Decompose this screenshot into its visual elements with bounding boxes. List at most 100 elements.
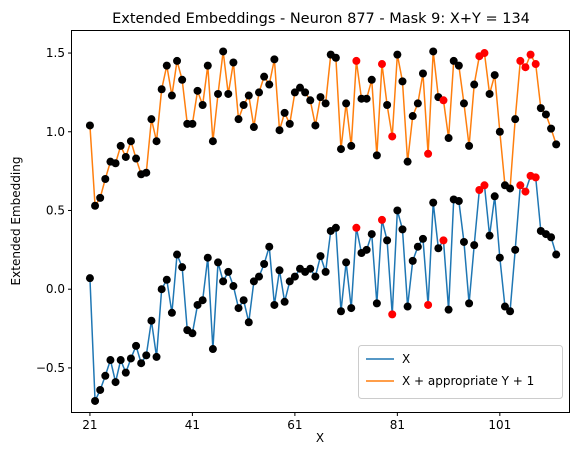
data-point xyxy=(500,302,509,311)
data-point xyxy=(234,304,243,313)
data-point xyxy=(147,115,156,124)
data-point xyxy=(377,215,386,224)
data-point xyxy=(352,223,361,232)
data-point xyxy=(362,94,371,103)
series-line-1 xyxy=(89,50,557,207)
data-point xyxy=(157,85,166,94)
data-point xyxy=(167,308,176,317)
data-point xyxy=(521,187,530,196)
y-tick-label: 0.0 xyxy=(46,282,65,296)
data-point xyxy=(459,99,468,108)
data-point xyxy=(552,140,561,149)
data-point xyxy=(531,173,540,182)
data-point xyxy=(424,300,433,309)
data-point xyxy=(106,356,115,365)
y-tick-label: 1.5 xyxy=(46,46,65,60)
data-point xyxy=(418,69,427,78)
data-point xyxy=(383,101,392,109)
data-point xyxy=(321,267,330,276)
data-point xyxy=(470,241,479,250)
data-point xyxy=(193,86,202,95)
data-point xyxy=(413,99,422,108)
data-point xyxy=(547,124,556,133)
data-point xyxy=(270,55,279,64)
data-point xyxy=(495,127,504,136)
data-point xyxy=(132,341,141,350)
data-point xyxy=(280,108,289,117)
data-point xyxy=(111,159,120,168)
x-axis-label: X xyxy=(316,431,324,445)
data-point xyxy=(336,307,345,316)
legend: X X + appropriate Y + 1 xyxy=(358,345,563,399)
data-point xyxy=(249,277,258,286)
data-point xyxy=(173,250,182,259)
data-point xyxy=(280,297,289,306)
data-point xyxy=(275,126,284,135)
data-point xyxy=(449,56,458,65)
data-point xyxy=(336,145,345,154)
data-point xyxy=(398,225,407,234)
data-point xyxy=(208,137,217,146)
data-point xyxy=(454,61,463,70)
data-point xyxy=(290,88,299,97)
data-point xyxy=(152,137,161,146)
data-point xyxy=(91,396,100,405)
data-point xyxy=(219,277,228,286)
data-point xyxy=(229,58,238,67)
data-point xyxy=(137,359,146,368)
data-point xyxy=(552,250,561,259)
data-point xyxy=(393,50,402,59)
data-point xyxy=(270,300,279,309)
data-point xyxy=(285,277,294,286)
data-point xyxy=(465,299,474,308)
data-point xyxy=(459,237,468,246)
data-point xyxy=(173,56,182,65)
data-point xyxy=(147,316,156,325)
data-point xyxy=(121,152,130,161)
data-point xyxy=(306,264,315,273)
data-point xyxy=(224,89,233,98)
data-point xyxy=(495,253,504,262)
data-point xyxy=(244,91,253,100)
data-point xyxy=(413,242,422,251)
data-point xyxy=(239,296,248,305)
x-tick-label: 21 xyxy=(82,418,97,432)
data-point xyxy=(424,149,433,158)
data-point xyxy=(393,206,402,215)
data-point xyxy=(198,101,207,109)
data-point xyxy=(152,352,161,361)
data-point xyxy=(142,168,151,177)
data-point xyxy=(516,56,525,65)
data-point xyxy=(311,121,320,130)
chart-title: Extended Embeddings - Neuron 877 - Mask … xyxy=(112,11,530,27)
data-point xyxy=(132,154,141,163)
data-point xyxy=(311,272,320,281)
data-point xyxy=(480,49,489,58)
data-point xyxy=(249,123,258,132)
data-point xyxy=(398,77,407,86)
data-point xyxy=(321,99,330,108)
data-point xyxy=(301,88,310,97)
data-point xyxy=(342,258,351,267)
data-point xyxy=(198,296,207,305)
data-point xyxy=(224,267,233,276)
data-point xyxy=(306,96,315,105)
data-point xyxy=(403,302,412,311)
x-tick-label: 61 xyxy=(287,418,302,432)
data-point xyxy=(403,157,412,166)
data-point xyxy=(316,93,325,102)
data-point xyxy=(342,99,351,108)
y-tick-label: 1.0 xyxy=(46,125,65,139)
data-point xyxy=(260,260,269,269)
data-point xyxy=(101,174,110,183)
data-point xyxy=(475,186,484,195)
y-tick-label: 0.5 xyxy=(46,203,65,217)
data-point xyxy=(116,141,125,150)
data-point xyxy=(439,96,448,105)
data-point xyxy=(444,305,453,314)
x-tick-label: 81 xyxy=(390,418,405,432)
data-point xyxy=(480,181,489,190)
data-point xyxy=(188,329,197,338)
y-tick-label: −0.5 xyxy=(36,361,65,375)
data-point xyxy=(418,234,427,243)
